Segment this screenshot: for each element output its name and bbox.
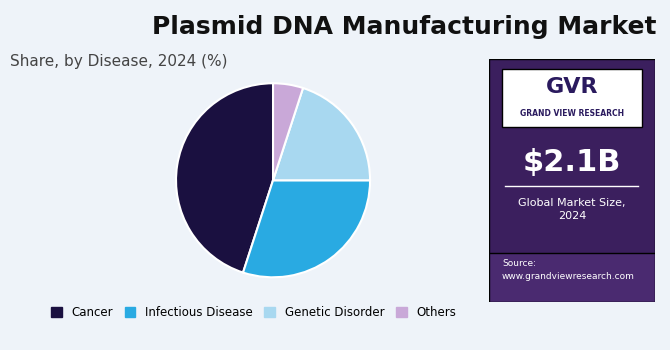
- Wedge shape: [273, 88, 370, 180]
- Text: GVR: GVR: [545, 77, 598, 97]
- Text: Global Market Size,
2024: Global Market Size, 2024: [518, 198, 626, 221]
- Text: $2.1B: $2.1B: [523, 148, 621, 177]
- Wedge shape: [243, 180, 370, 277]
- Text: GRAND VIEW RESEARCH: GRAND VIEW RESEARCH: [520, 109, 624, 118]
- FancyBboxPatch shape: [502, 69, 642, 127]
- Text: Plasmid DNA Manufacturing Market: Plasmid DNA Manufacturing Market: [151, 15, 656, 39]
- Legend: Cancer, Infectious Disease, Genetic Disorder, Others: Cancer, Infectious Disease, Genetic Diso…: [46, 300, 462, 325]
- Text: Share, by Disease, 2024 (%): Share, by Disease, 2024 (%): [10, 54, 228, 69]
- FancyBboxPatch shape: [489, 253, 655, 302]
- FancyBboxPatch shape: [489, 59, 655, 302]
- Wedge shape: [176, 83, 273, 273]
- Text: Source:
www.grandviewresearch.com: Source: www.grandviewresearch.com: [502, 259, 635, 281]
- Wedge shape: [273, 83, 303, 180]
